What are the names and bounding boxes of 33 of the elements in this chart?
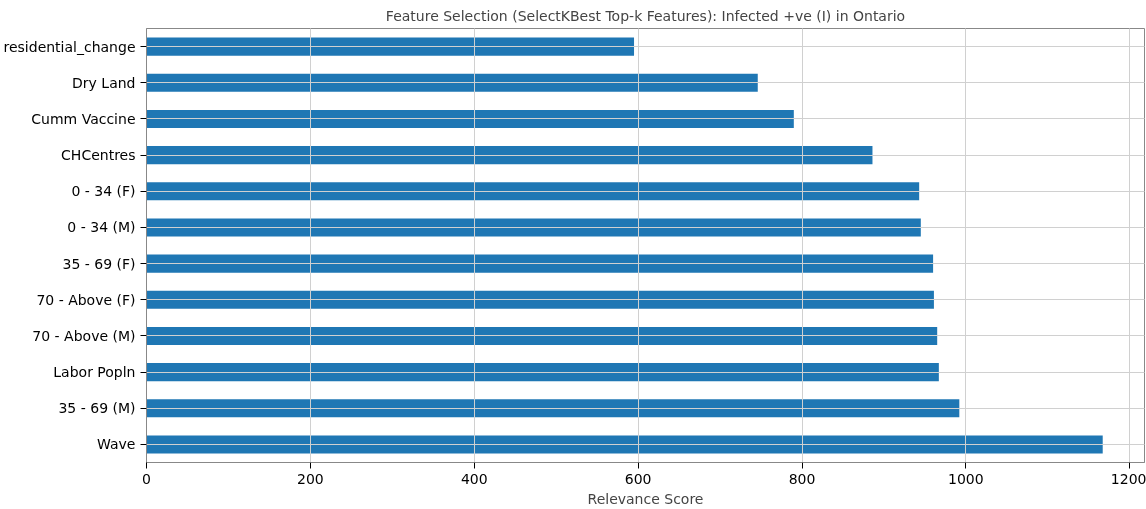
x-axis-title: Relevance Score [587, 490, 704, 507]
x-tick-label: 1000 [948, 470, 984, 487]
y-tick-label: 0 - 34 (F) [71, 183, 136, 200]
bar [146, 182, 920, 201]
y-tick-label: Dry Land [72, 74, 136, 91]
bar [146, 73, 758, 92]
y-tick-label: 70 - Above (F) [36, 291, 136, 308]
x-tick-label: 800 [788, 470, 816, 487]
y-tick-label: Cumm Vaccine [31, 110, 136, 127]
y-tick-label: Labor Popln [53, 364, 136, 381]
x-tick-label: 600 [624, 470, 652, 487]
bar [146, 290, 934, 309]
bar [146, 218, 921, 237]
y-tick-label: 0 - 34 (M) [67, 219, 136, 236]
x-tick-label: 0 [142, 470, 151, 487]
bar [146, 146, 873, 165]
y-tick-label: CHCentres [61, 147, 136, 164]
y-tick-label: 35 - 69 (F) [62, 255, 136, 272]
bar [146, 399, 960, 418]
y-tick-label: 70 - Above (M) [32, 327, 136, 344]
bar [146, 109, 794, 128]
bar [146, 435, 1103, 454]
x-tick-label: 1200 [1110, 470, 1146, 487]
bar [146, 37, 635, 56]
x-tick-label: 400 [460, 470, 488, 487]
y-tick-label: residential_change [3, 38, 136, 55]
y-tick-label: Wave [97, 436, 136, 453]
bar [146, 363, 939, 382]
x-tick-label: 200 [297, 470, 324, 487]
y-tick-label: 35 - 69 (M) [58, 400, 136, 417]
bar [146, 326, 938, 345]
bar [146, 254, 934, 273]
chart-title: Feature Selection (SelectKBest Top-k Features): Infected +ve (I) in Ontario [385, 7, 906, 24]
